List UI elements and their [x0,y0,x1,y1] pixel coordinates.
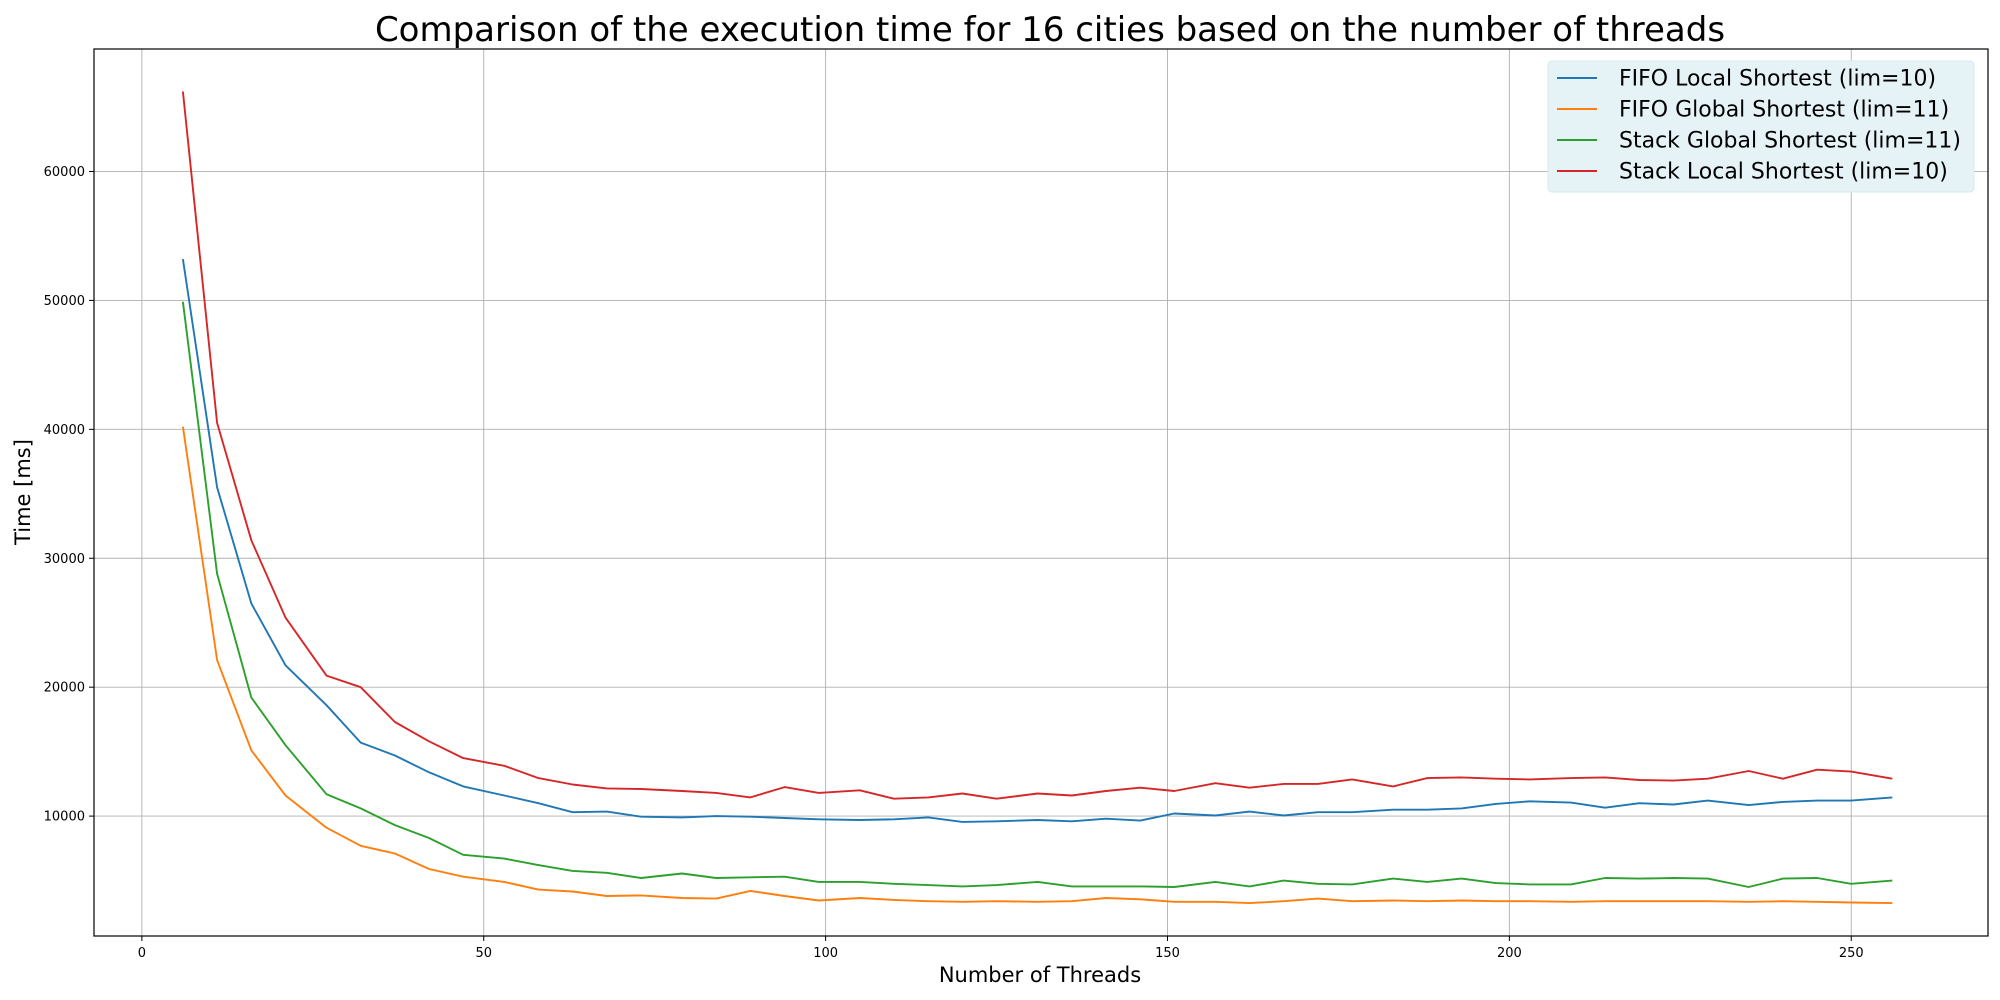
legend-entry: FIFO Global Shortest (lim=11) [1619,98,1949,123]
legend-entry: Stack Local Shortest (lim=10) [1619,160,1948,185]
y-tick-label: 20000 [44,681,85,696]
series-line-3 [181,91,1893,800]
series-line-0 [181,258,1893,823]
plot-frame [93,48,1989,937]
y-tick-label: 50000 [44,294,85,309]
x-tick-label: 50 [475,946,492,961]
axis-ticks: 0 50 100 150 200 250 10000 20000 30000 40000 50000… [44,165,1864,961]
legend-entry: FIFO Local Shortest (lim=10) [1619,67,1936,92]
y-axis-label: Time [ms] [11,439,35,546]
x-tick-label: 200 [1497,946,1522,961]
x-tick-label: 250 [1839,946,1864,961]
y-tick-label: 30000 [44,552,85,567]
x-tick-label: 0 [138,946,146,961]
y-tick-label: 40000 [44,423,85,438]
series-lines [181,91,1893,905]
legend-entry: Stack Global Shortest (lim=11) [1619,129,1961,154]
series-line-2 [181,301,1893,888]
grid [94,49,1988,936]
y-tick-label: 10000 [44,810,85,825]
x-tick-label: 150 [1155,946,1180,961]
chart-title: Comparison of the execution time for 16 … [375,10,1725,50]
legend-box [1547,60,1975,193]
x-axis-label: Number of Threads [939,963,1141,987]
legend: FIFO Local Shortest (lim=10) FIFO Global … [1547,60,1975,193]
x-tick-label: 100 [813,946,838,961]
series-line-1 [181,426,1893,905]
y-tick-label: 60000 [44,165,85,180]
